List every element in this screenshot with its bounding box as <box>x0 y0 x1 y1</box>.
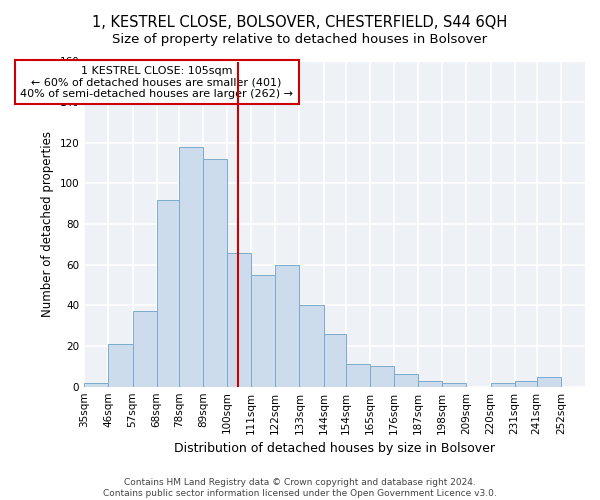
Bar <box>536 376 561 386</box>
Bar <box>275 264 299 386</box>
Bar <box>227 252 251 386</box>
X-axis label: Distribution of detached houses by size in Bolsover: Distribution of detached houses by size … <box>174 442 495 455</box>
Bar <box>394 374 418 386</box>
Bar <box>323 334 346 386</box>
Text: Contains HM Land Registry data © Crown copyright and database right 2024.
Contai: Contains HM Land Registry data © Crown c… <box>103 478 497 498</box>
Bar <box>203 159 227 386</box>
Y-axis label: Number of detached properties: Number of detached properties <box>41 131 54 317</box>
Text: Size of property relative to detached houses in Bolsover: Size of property relative to detached ho… <box>112 32 488 46</box>
Bar <box>515 380 536 386</box>
Bar <box>84 382 109 386</box>
Text: 1 KESTREL CLOSE: 105sqm
← 60% of detached houses are smaller (401)
40% of semi-d: 1 KESTREL CLOSE: 105sqm ← 60% of detache… <box>20 66 293 99</box>
Bar <box>179 147 203 386</box>
Bar <box>442 382 466 386</box>
Bar <box>491 382 515 386</box>
Bar <box>299 306 323 386</box>
Bar <box>109 344 133 387</box>
Bar <box>418 380 442 386</box>
Bar <box>346 364 370 386</box>
Text: 1, KESTREL CLOSE, BOLSOVER, CHESTERFIELD, S44 6QH: 1, KESTREL CLOSE, BOLSOVER, CHESTERFIELD… <box>92 15 508 30</box>
Bar <box>370 366 394 386</box>
Bar <box>133 312 157 386</box>
Bar <box>157 200 179 386</box>
Bar <box>251 275 275 386</box>
